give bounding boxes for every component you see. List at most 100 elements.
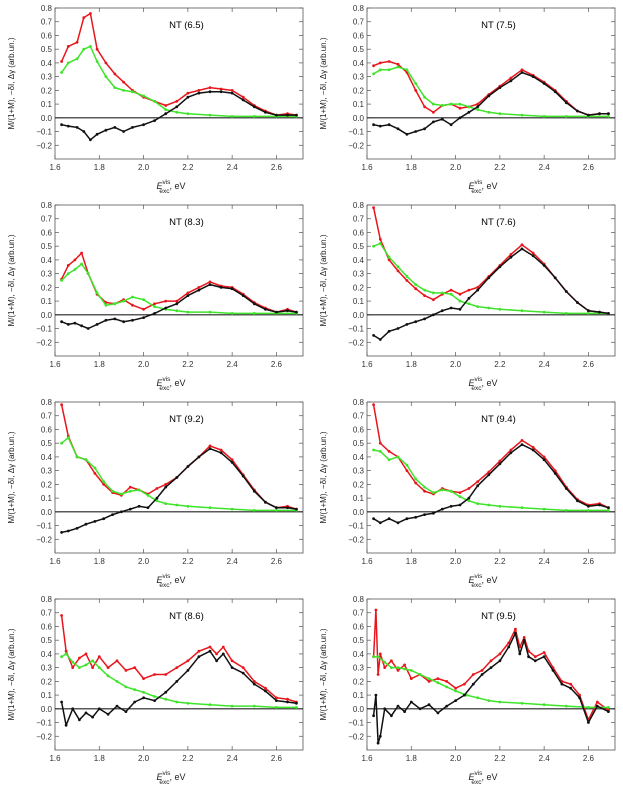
data-point-green xyxy=(230,312,234,315)
data-point-black xyxy=(252,105,256,109)
data-point-red xyxy=(66,264,70,267)
data-point-green xyxy=(587,509,590,512)
data-point-green xyxy=(564,509,568,512)
data-point-black xyxy=(427,703,431,707)
data-point-black xyxy=(241,474,245,478)
x-tick-label: 1.8 xyxy=(94,754,106,763)
data-point-red xyxy=(219,87,223,91)
y-tick-label: 0.8 xyxy=(41,595,53,604)
x-axis-label: Evis exc, eV xyxy=(156,376,185,392)
data-point-black xyxy=(423,317,426,321)
x-tick-label: 1.6 xyxy=(361,360,373,369)
data-point-red xyxy=(372,206,375,210)
y-tick-label: 0.3 xyxy=(41,270,53,279)
data-point-red xyxy=(387,258,391,262)
y-tick-label: 0.6 xyxy=(41,228,53,237)
data-point-green xyxy=(153,695,157,698)
x-tick-label: 2.6 xyxy=(271,163,283,172)
data-point-green xyxy=(387,458,391,462)
chart-panel-6: −0.2 −0.1 0.0 0.1 0.2 0.3 0.4 0.5 0.6 0.7 0.8 1.6 1.… xyxy=(319,398,616,589)
data-point-green xyxy=(458,299,462,303)
data-point-green xyxy=(432,491,435,494)
data-point-black xyxy=(607,710,610,713)
data-point-green xyxy=(64,652,68,656)
x-tick-label: 2.6 xyxy=(271,754,283,763)
data-point-green xyxy=(414,477,418,481)
y-tick-label: 0.6 xyxy=(41,31,53,40)
x-tick-label: 2.6 xyxy=(271,360,283,369)
data-point-green xyxy=(454,689,457,693)
data-point-red xyxy=(66,45,70,48)
data-point-black xyxy=(432,120,435,124)
data-point-red xyxy=(396,62,400,66)
x-tick-label: 1.8 xyxy=(406,360,418,369)
data-point-red xyxy=(230,89,234,92)
data-point-black xyxy=(155,496,159,500)
data-point-green xyxy=(131,90,134,94)
data-point-red xyxy=(578,693,581,697)
y-tick-label: 0.0 xyxy=(353,311,365,320)
data-point-red xyxy=(197,286,201,289)
data-point-black xyxy=(476,484,480,488)
data-point-black xyxy=(378,338,382,341)
y-tick-label: 0.2 xyxy=(41,480,53,489)
data-point-black xyxy=(153,119,157,122)
data-point-red xyxy=(509,76,513,80)
data-point-black xyxy=(498,462,502,466)
data-point-red xyxy=(208,280,212,284)
data-point-green xyxy=(564,312,568,315)
data-point-green xyxy=(66,436,70,440)
data-point-red xyxy=(164,483,168,486)
data-point-black xyxy=(60,123,63,127)
data-point-red xyxy=(378,237,382,241)
data-point-green xyxy=(80,262,83,266)
data-point-black xyxy=(372,334,375,337)
data-point-green xyxy=(440,291,444,295)
y-tick-label: 0.7 xyxy=(41,609,53,618)
data-point-black xyxy=(378,124,382,128)
data-point-red xyxy=(476,102,480,106)
data-point-black xyxy=(487,276,491,280)
x-tick-label: 2.6 xyxy=(583,557,595,566)
x-axis-label: Evis exc, eV xyxy=(468,770,497,786)
data-point-black xyxy=(476,288,480,292)
x-tick-label: 2.2 xyxy=(494,360,506,369)
x-tick-label: 1.6 xyxy=(361,163,373,172)
data-point-black xyxy=(122,130,125,133)
data-point-black xyxy=(463,693,466,697)
data-point-red xyxy=(153,673,157,676)
series-line-black xyxy=(61,447,297,534)
data-point-red xyxy=(463,682,466,686)
data-point-black xyxy=(133,700,137,704)
y-tick-label: −0.2 xyxy=(348,141,364,150)
y-tick-label: 0.0 xyxy=(353,705,365,714)
data-point-red xyxy=(186,291,190,295)
series-line-black xyxy=(373,71,609,136)
plot-frame xyxy=(366,7,616,160)
x-tick-label: 2.4 xyxy=(539,557,551,566)
data-point-red xyxy=(376,673,380,676)
data-point-black xyxy=(175,680,179,683)
x-axis-label: Evis exc, eV xyxy=(156,179,185,195)
plot-frame xyxy=(54,7,304,160)
data-point-green xyxy=(104,303,108,307)
data-point-green xyxy=(449,292,453,296)
data-point-green xyxy=(396,65,400,69)
data-point-black xyxy=(607,506,610,510)
data-point-black xyxy=(387,329,391,333)
data-point-green xyxy=(230,115,234,118)
data-point-green xyxy=(115,680,119,683)
x-tick-label: 2.6 xyxy=(583,163,595,172)
data-point-black xyxy=(275,310,278,314)
data-point-green xyxy=(383,660,387,664)
y-tick-label: 0.3 xyxy=(41,664,53,673)
data-point-black xyxy=(153,312,157,315)
data-point-red xyxy=(487,470,491,474)
data-point-red xyxy=(71,666,75,669)
data-point-black xyxy=(131,318,134,322)
data-point-red xyxy=(91,666,94,669)
data-point-black xyxy=(82,130,86,133)
x-tick-label: 1.6 xyxy=(49,163,61,172)
data-point-red xyxy=(390,659,393,663)
y-tick-label: 0.1 xyxy=(353,494,365,503)
